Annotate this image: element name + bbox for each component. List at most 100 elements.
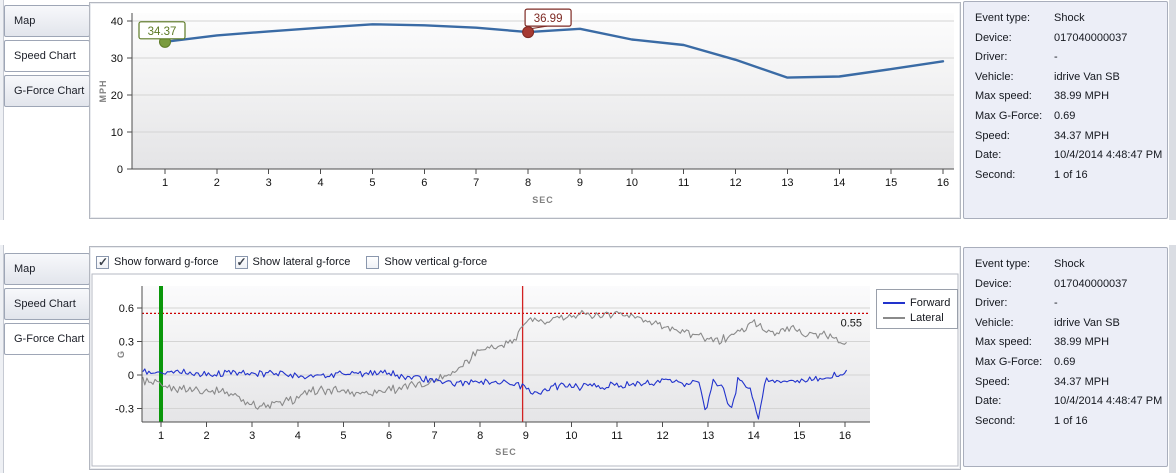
detail-row-driver-: Driver: - <box>964 48 1167 68</box>
svg-text:10: 10 <box>111 127 123 139</box>
tab-map[interactable]: Map <box>4 5 90 37</box>
detail-label: Speed: <box>975 129 1010 142</box>
svg-text:11: 11 <box>611 430 622 442</box>
checkbox-label: Show forward g-force <box>114 256 219 268</box>
event-details-panel: Event type: Shock Device: 017040000037 Drive… <box>963 1 1168 219</box>
speed-panel-tabstrip: Map Speed Chart G-Force Chart <box>4 5 90 110</box>
svg-text:0.6: 0.6 <box>119 303 134 315</box>
detail-row-max-speed-: Max speed: 38.99 MPH <box>964 333 1167 353</box>
detail-value: 0.69 <box>1054 109 1076 122</box>
svg-text:8: 8 <box>477 430 483 442</box>
svg-text:-0.3: -0.3 <box>115 404 134 416</box>
detail-row-max-g-force-: Max G-Force: 0.69 <box>964 107 1167 127</box>
speed-panel: Map Speed Chart G-Force Chart 0 10 20 30 40 1 2 3… <box>0 0 1176 220</box>
detail-value: - <box>1054 51 1058 64</box>
svg-text:4: 4 <box>318 177 324 189</box>
svg-text:1: 1 <box>162 177 168 189</box>
detail-row-speed-: Speed: 34.37 MPH <box>964 373 1167 393</box>
detail-label: Speed: <box>975 375 1010 388</box>
detail-label: Second: <box>975 168 1016 181</box>
svg-text:15: 15 <box>885 177 897 189</box>
panel-edge <box>0 0 4 220</box>
tab-speed-chart[interactable]: Speed Chart <box>4 40 90 72</box>
detail-value: - <box>1054 297 1058 310</box>
detail-label: Max G-Force: <box>975 355 1043 368</box>
detail-label: Max G-Force: <box>975 109 1043 122</box>
checkbox-checked-icon[interactable] <box>96 255 109 269</box>
detail-row-second-: Second: 1 of 16 <box>964 166 1167 186</box>
detail-value: 017040000037 <box>1054 277 1128 290</box>
checkbox-show-forward-g-force[interactable]: Show forward g-force <box>96 255 219 269</box>
svg-text:0.55: 0.55 <box>841 317 862 329</box>
detail-value: 017040000037 <box>1054 31 1128 44</box>
gforce-panel-tabstrip: Map Speed Chart G-Force Chart <box>4 253 90 358</box>
svg-text:G: G <box>116 350 126 358</box>
panel-edge <box>1169 0 1176 220</box>
checkbox-checked-icon[interactable] <box>234 255 248 269</box>
detail-row-event-type-: Event type: Shock <box>964 255 1167 275</box>
svg-text:10: 10 <box>565 430 577 442</box>
svg-text:2: 2 <box>214 177 220 189</box>
detail-value: 38.99 MPH <box>1054 336 1110 349</box>
svg-text:0: 0 <box>117 164 123 176</box>
tab-speed-chart[interactable]: Speed Chart <box>4 288 90 320</box>
svg-text:20: 20 <box>111 90 123 102</box>
panel-edge <box>1169 245 1176 473</box>
detail-value: 1 of 16 <box>1054 168 1088 181</box>
checkbox-label: Show vertical g-force <box>384 256 488 268</box>
event-details-panel: Event type: Shock Device: 017040000037 Drive… <box>963 247 1168 467</box>
detail-label: Driver: <box>975 297 1008 310</box>
svg-text:SEC: SEC <box>495 447 517 457</box>
detail-row-device-: Device: 017040000037 <box>964 275 1167 295</box>
checkbox-show-lateral-g-force[interactable]: Show lateral g-force <box>234 255 350 269</box>
svg-text:15: 15 <box>793 430 805 442</box>
svg-text:14: 14 <box>833 177 845 189</box>
legend-label: Lateral <box>910 311 944 324</box>
svg-text:7: 7 <box>473 177 479 189</box>
detail-row-max-speed-: Max speed: 38.99 MPH <box>964 87 1167 107</box>
tab-map[interactable]: Map <box>4 253 90 285</box>
detail-label: Event type: <box>975 12 1031 24</box>
chart-legend: Forward Lateral <box>876 289 958 329</box>
checkbox-show-vertical-g-force[interactable]: Show vertical g-force <box>366 255 488 269</box>
tab-g-force-chart[interactable]: G-Force Chart <box>4 323 90 355</box>
detail-label: Date: <box>975 395 1002 408</box>
detail-value: idrive Van SB <box>1054 70 1120 83</box>
svg-text:4: 4 <box>295 430 301 442</box>
detail-value: Shock <box>1054 258 1085 270</box>
svg-text:0: 0 <box>128 370 134 382</box>
svg-text:0.3: 0.3 <box>119 336 134 348</box>
detail-row-driver-: Driver: - <box>964 294 1167 314</box>
tab-g-force-chart[interactable]: G-Force Chart <box>4 75 90 107</box>
svg-text:12: 12 <box>729 177 741 189</box>
svg-text:1: 1 <box>158 430 164 442</box>
svg-text:11: 11 <box>678 177 689 189</box>
detail-label: Device: <box>975 31 1012 44</box>
detail-value: 10/4/2014 4:48:47 PM <box>1054 395 1163 408</box>
detail-row-vehicle-: Vehicle: idrive Van SB <box>964 68 1167 88</box>
svg-text:40: 40 <box>111 16 123 28</box>
svg-text:9: 9 <box>523 430 529 442</box>
svg-text:7: 7 <box>432 430 438 442</box>
checkbox-unchecked-icon[interactable] <box>366 255 380 269</box>
detail-value: 34.37 MPH <box>1054 129 1110 142</box>
svg-text:3: 3 <box>266 177 272 189</box>
detail-value: 0.69 <box>1054 355 1076 368</box>
gforce-chart[interactable]: -0.300.30.61 2 3 4 5 6 7 8 9 10 11 12 13 14 15 160.55SE… <box>90 247 960 469</box>
legend-item-lateral: Lateral <box>883 310 957 325</box>
detail-row-event-type-: Event type: Shock <box>964 9 1167 29</box>
detail-row-speed-: Speed: 34.37 MPH <box>964 127 1167 147</box>
detail-row-date-: Date: 10/4/2014 4:48:47 PM <box>964 146 1167 166</box>
svg-text:10: 10 <box>626 177 638 189</box>
gforce-checkbox-row: Show forward g-force Show lateral g-force… <box>96 251 503 273</box>
detail-label: Max speed: <box>975 336 1032 349</box>
svg-text:13: 13 <box>702 430 714 442</box>
svg-text:8: 8 <box>525 177 531 189</box>
detail-row-second-: Second: 1 of 16 <box>964 412 1167 432</box>
speed-chart-box: 0 10 20 30 40 1 2 3 4 5 6 7 8 9 10 11 12 13 14 15 16 SEC MPH 34… <box>89 2 961 219</box>
detail-value: 10/4/2014 4:48:47 PM <box>1054 149 1163 162</box>
gforce-chart-box: Show forward g-force Show lateral g-force… <box>89 246 961 470</box>
